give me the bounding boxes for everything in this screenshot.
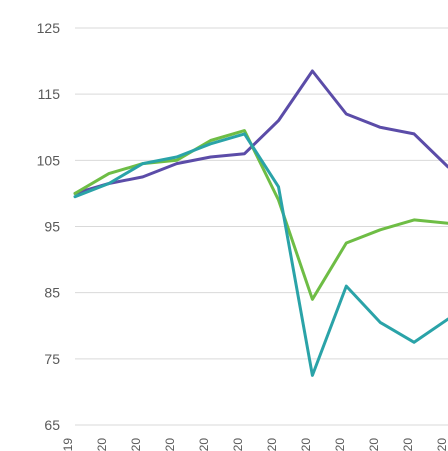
x-tick-label: 20 — [197, 438, 211, 451]
x-tick-label: 20 — [333, 438, 347, 451]
y-tick-label: 125 — [37, 20, 61, 36]
x-tick-label: 20 — [231, 438, 245, 451]
x-tick-label: 20 — [95, 438, 109, 451]
x-tick-label: 20 — [299, 438, 313, 451]
x-tick-label: 19 — [61, 438, 75, 451]
y-tick-label: 115 — [38, 86, 61, 102]
y-tick-label: 65 — [44, 417, 60, 433]
x-tick-label: 20 — [401, 438, 415, 451]
y-tick-label: 75 — [44, 351, 60, 367]
x-tick-label: 20 — [129, 438, 143, 451]
x-tick-label: 20 — [265, 438, 279, 451]
series-line-1 — [73, 69, 448, 195]
y-tick-label: 95 — [44, 219, 60, 235]
y-axis-tick-labels: 65 75 85 95 105 115 125 — [37, 20, 61, 433]
x-axis-tick-labels: 19 20 20 20 20 20 20 20 20 20 20 20 — [61, 438, 448, 451]
series-lines — [73, 69, 448, 377]
x-tick-label: 20 — [367, 438, 381, 451]
series-line-2 — [73, 129, 448, 301]
x-tick-label: 20 — [435, 438, 448, 451]
y-tick-label: 85 — [44, 285, 60, 301]
y-tick-label: 105 — [37, 152, 61, 168]
x-tick-label: 20 — [163, 438, 177, 451]
series-line-3 — [73, 132, 448, 377]
